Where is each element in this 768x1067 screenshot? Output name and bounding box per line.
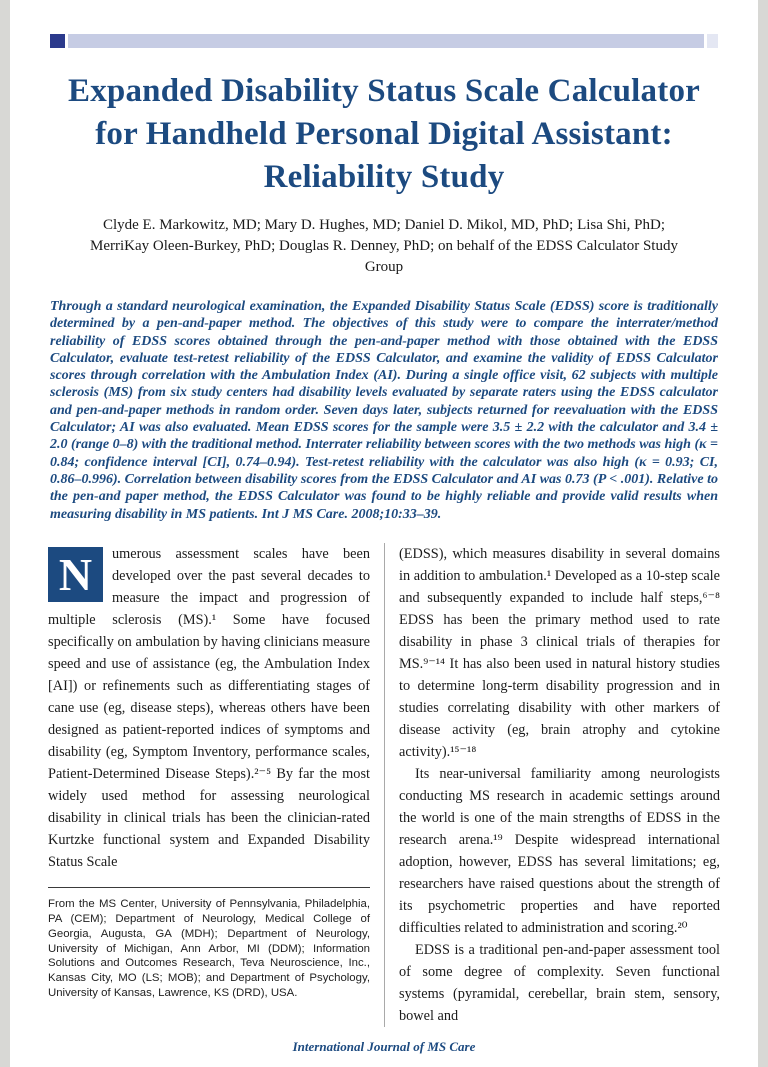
decorative-header-bar [50, 34, 718, 48]
article-title: Expanded Disability Status Scale Calcula… [67, 73, 700, 195]
body-paragraph: Its near-universal familiarity among neu… [399, 765, 720, 936]
header-end-square [707, 34, 718, 48]
right-column: (EDSS), which measures disability in sev… [384, 542, 720, 1027]
journal-footer: International Journal of MS Care [292, 1038, 476, 1054]
journal-page: Expanded Disability Status Scale Calcula… [10, 0, 758, 1067]
left-column: N umerous assessment scales have been de… [48, 543, 384, 1027]
affiliation-divider [48, 886, 370, 888]
author-list: Clyde E. Markowitz, MD; Mary D. Hughes, … [90, 217, 678, 275]
intro-paragraph: umerous assessment scales have been deve… [48, 545, 370, 870]
drop-cap: N [48, 546, 103, 602]
body-paragraph: EDSS is a traditional pen-and-paper asse… [399, 941, 720, 1024]
header-accent-square [50, 34, 65, 48]
affiliation-footnote: From the MS Center, University of Pennsy… [48, 897, 370, 1000]
header-bar-strip [68, 34, 704, 48]
abstract-paragraph: Through a standard neurological examinat… [50, 299, 719, 522]
body-columns: N umerous assessment scales have been de… [48, 542, 720, 1027]
body-paragraph: (EDSS), which measures disability in sev… [399, 545, 720, 760]
